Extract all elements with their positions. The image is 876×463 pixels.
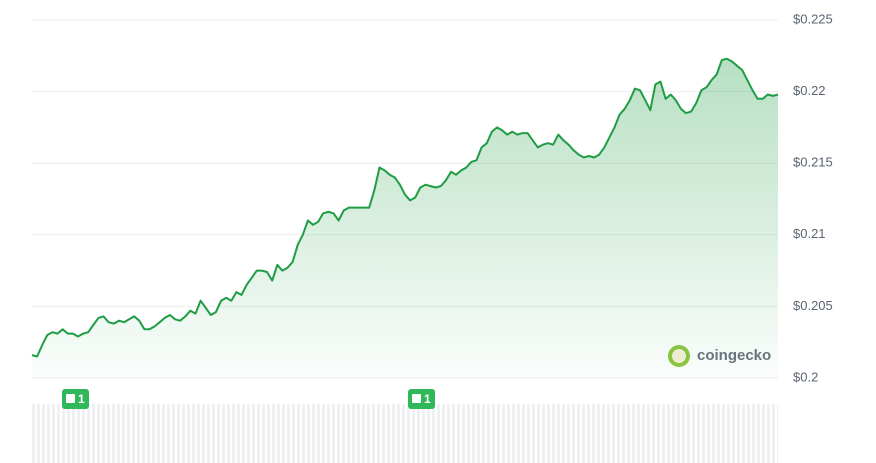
y-tick-label: $0.22 [793,83,826,98]
event-badge: 1 [408,389,435,409]
event-badge: 1 [62,389,89,409]
y-tick-label: $0.215 [793,155,833,170]
y-tick-label: $0.2 [793,369,818,384]
volume-strip [32,404,778,463]
price-line [31,57,779,358]
y-tick-label: $0.225 [793,11,833,26]
y-tick-label: $0.21 [793,226,826,241]
badge-icon [412,394,421,403]
badge-count: 1 [424,392,431,406]
badge-count: 1 [78,392,85,406]
badge-icon [66,394,75,403]
area [32,58,778,378]
y-tick-label: $0.205 [793,298,833,313]
